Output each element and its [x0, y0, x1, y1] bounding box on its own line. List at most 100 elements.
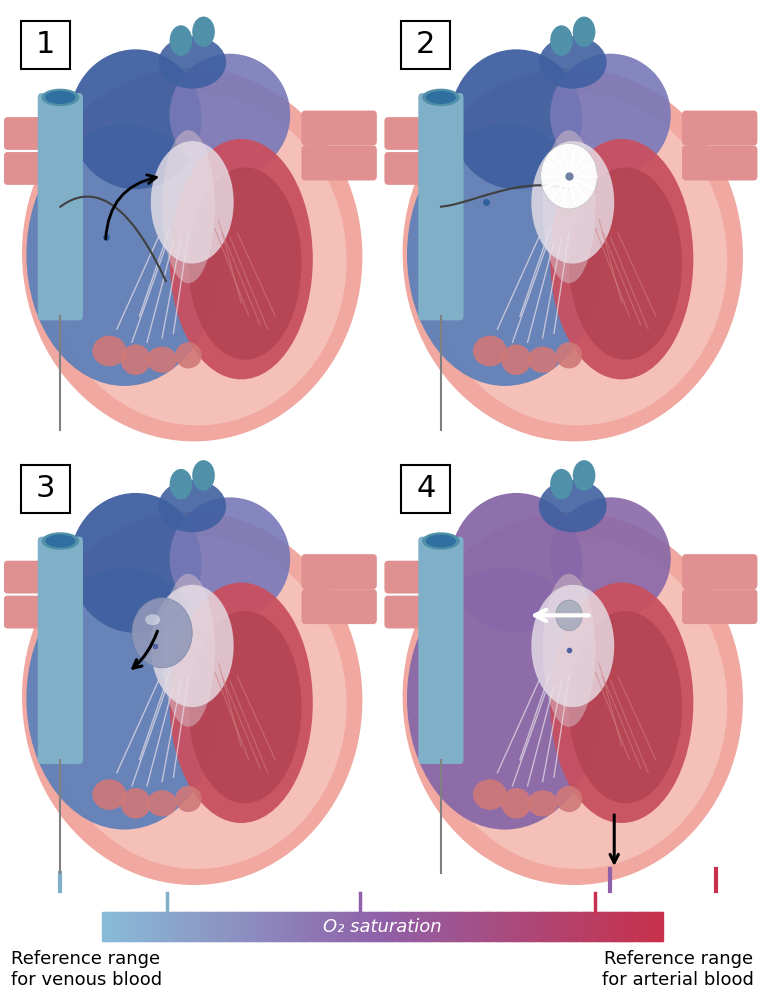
Bar — [555, 912, 557, 941]
Bar — [521, 912, 523, 941]
Bar — [528, 912, 531, 941]
Bar — [323, 912, 325, 941]
Bar — [324, 912, 327, 941]
Bar — [444, 912, 447, 941]
Text: Reference range
for arterial blood: Reference range for arterial blood — [602, 950, 754, 989]
Bar — [362, 912, 365, 941]
Bar — [504, 912, 506, 941]
Bar — [633, 912, 636, 941]
Bar — [653, 912, 656, 941]
Bar — [441, 912, 443, 941]
Bar — [394, 912, 396, 941]
Bar — [317, 912, 320, 941]
Bar — [429, 912, 431, 941]
Bar — [337, 912, 340, 941]
Bar — [498, 912, 501, 941]
Ellipse shape — [426, 534, 456, 547]
FancyBboxPatch shape — [682, 111, 757, 146]
Bar — [487, 912, 490, 941]
Ellipse shape — [121, 345, 151, 375]
Bar — [379, 912, 382, 941]
Bar — [384, 912, 387, 941]
Bar — [640, 912, 643, 941]
Bar — [160, 912, 163, 941]
Bar — [284, 912, 286, 941]
Bar — [155, 912, 158, 941]
Bar — [448, 912, 451, 941]
Bar — [639, 912, 641, 941]
Bar — [187, 912, 189, 941]
Ellipse shape — [539, 480, 607, 532]
Bar — [306, 912, 308, 941]
FancyBboxPatch shape — [682, 146, 757, 181]
Ellipse shape — [501, 788, 532, 818]
Bar — [256, 912, 258, 941]
Bar — [243, 912, 245, 941]
Bar — [328, 912, 331, 941]
Bar — [502, 912, 505, 941]
Bar — [586, 912, 589, 941]
Bar — [481, 912, 484, 941]
Bar — [341, 912, 344, 941]
Bar — [149, 912, 151, 941]
Text: 4: 4 — [416, 475, 435, 503]
FancyBboxPatch shape — [682, 589, 757, 624]
Ellipse shape — [528, 347, 558, 373]
Bar — [353, 912, 355, 941]
Bar — [411, 912, 413, 941]
Bar — [455, 912, 458, 941]
Bar — [597, 912, 600, 941]
Ellipse shape — [45, 91, 76, 104]
Bar — [496, 912, 499, 941]
Bar — [223, 912, 226, 941]
Ellipse shape — [170, 54, 290, 176]
Ellipse shape — [158, 36, 226, 89]
Bar — [476, 912, 479, 941]
Bar — [192, 912, 194, 941]
FancyBboxPatch shape — [418, 93, 464, 321]
FancyBboxPatch shape — [21, 465, 70, 512]
Bar — [132, 912, 135, 941]
Bar — [635, 912, 637, 941]
Bar — [175, 912, 177, 941]
FancyBboxPatch shape — [384, 595, 437, 628]
Bar — [573, 912, 576, 941]
Bar — [129, 912, 131, 941]
Bar — [343, 912, 346, 941]
Bar — [210, 912, 213, 941]
FancyBboxPatch shape — [301, 589, 377, 624]
Bar — [534, 912, 536, 941]
Bar — [112, 912, 114, 941]
Bar — [108, 912, 110, 941]
Bar — [623, 912, 626, 941]
Bar — [442, 912, 445, 941]
Bar — [398, 912, 400, 941]
Bar — [454, 912, 456, 941]
Bar — [517, 912, 519, 941]
Bar — [565, 912, 568, 941]
Bar — [274, 912, 277, 941]
Bar — [164, 912, 167, 941]
Text: 2: 2 — [416, 30, 435, 60]
Bar — [646, 912, 649, 941]
Bar — [594, 912, 596, 941]
Ellipse shape — [403, 512, 742, 884]
Bar — [218, 912, 221, 941]
Bar — [581, 912, 583, 941]
Ellipse shape — [188, 168, 301, 360]
Bar — [415, 912, 417, 941]
Ellipse shape — [473, 336, 507, 367]
Bar — [117, 912, 120, 941]
Bar — [373, 912, 376, 941]
Bar — [267, 912, 269, 941]
Bar — [547, 912, 549, 941]
Bar — [506, 912, 509, 941]
Bar — [145, 912, 148, 941]
Bar — [270, 912, 273, 941]
Bar — [181, 912, 184, 941]
Ellipse shape — [145, 614, 160, 625]
Bar — [183, 912, 185, 941]
Bar — [608, 912, 611, 941]
Bar — [642, 912, 645, 941]
Bar — [601, 912, 604, 941]
